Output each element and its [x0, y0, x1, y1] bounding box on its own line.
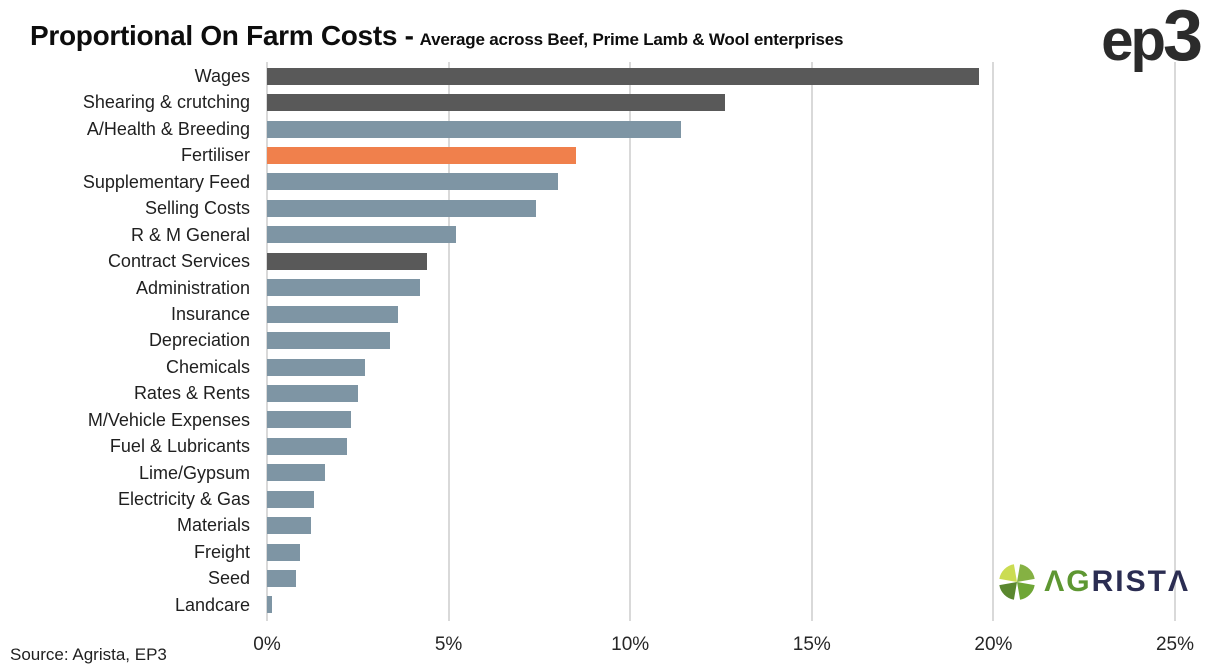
category-label: Insurance [170, 303, 250, 324]
x-tick: 20% [974, 634, 1013, 655]
bar [267, 596, 273, 614]
bar-row [267, 301, 1175, 327]
bar-row [267, 116, 1175, 142]
category-label: Landcare [174, 594, 250, 615]
bar [267, 570, 297, 588]
category-label: Materials [176, 515, 250, 536]
bar-row [267, 89, 1175, 115]
gridline [992, 62, 995, 622]
gridline [629, 62, 632, 622]
category-label: Shearing & crutching [82, 92, 250, 113]
chart-subtitle: Average across Beef, Prime Lamb & Wool e… [419, 30, 844, 49]
category-label: A/Health & Breeding [86, 118, 250, 139]
bar-row [267, 195, 1175, 221]
bar [267, 226, 456, 244]
bar [267, 67, 979, 85]
bar [267, 94, 725, 112]
bar-row [267, 433, 1175, 459]
bar [267, 358, 366, 376]
plot-area [266, 62, 1176, 622]
category-label: Rates & Rents [133, 383, 250, 404]
bar-row [267, 169, 1175, 195]
bar-row [267, 380, 1175, 406]
category-label: Wages [194, 66, 250, 86]
category-label: M/Vehicle Expenses [87, 409, 250, 430]
bar [267, 199, 536, 217]
bar-row [267, 354, 1175, 380]
bar [267, 490, 315, 508]
agrista-pie-icon [999, 564, 1035, 600]
agrista-wordmark: ΛGRISTΛ [1044, 565, 1190, 599]
x-tick: 0% [253, 634, 281, 655]
category-label: R & M General [130, 224, 250, 245]
bar-row [267, 565, 1175, 591]
category-label: Lime/Gypsum [138, 462, 250, 483]
bar-row [267, 592, 1175, 618]
agrista-wordmark-green: ΛG [1044, 565, 1092, 598]
x-axis: 0% 5% 10% 15% 20% 25% [253, 634, 1194, 660]
agrista-wordmark-navy: RISTΛ [1091, 565, 1190, 598]
bar [267, 305, 398, 323]
bar-chart: Wages Shearing & crutching A/Health & Bree… [0, 62, 1216, 622]
x-tick: 25% [1155, 634, 1195, 655]
category-label: Seed [207, 568, 250, 589]
category-label: Supplementary Feed [82, 171, 250, 192]
chart-header: Proportional On Farm Costs - Average acro… [30, 20, 844, 52]
bar [267, 464, 326, 482]
agrista-logo: ΛGRISTΛ [997, 562, 1190, 602]
bar-row [267, 407, 1175, 433]
bar [267, 517, 311, 535]
ep3-logo-digit: 3 [1162, 0, 1203, 76]
bar-row [267, 142, 1175, 168]
category-label: Electricity & Gas [117, 489, 250, 509]
bar-row [267, 460, 1175, 486]
gridline [810, 62, 813, 622]
gridline [1174, 62, 1176, 622]
bar-row [267, 512, 1175, 538]
ep3-logo-text: ep [1101, 8, 1166, 73]
category-label: Administration [135, 277, 250, 298]
gridline [447, 62, 450, 622]
chart-title: Proportional On Farm Costs - [30, 20, 414, 51]
category-label: Selling Costs [144, 198, 250, 219]
bar-row [267, 486, 1175, 512]
ep3-logo: ep3 [1101, 0, 1203, 73]
x-tick: 10% [611, 634, 650, 655]
bar [267, 252, 427, 270]
bar [267, 147, 576, 165]
bar [267, 384, 358, 402]
source-note: Source: Agrista, EP3 [10, 645, 167, 664]
bar [267, 543, 300, 561]
category-label: Depreciation [148, 330, 250, 351]
category-label: Freight [193, 541, 250, 562]
x-tick: 15% [792, 634, 831, 655]
bar [267, 173, 558, 191]
bar-row [267, 63, 1175, 89]
category-label: Fuel & Lubricants [109, 436, 250, 457]
x-tick: 5% [434, 634, 463, 655]
bar [267, 332, 391, 350]
category-labels: Wages Shearing & crutching A/Health & Bree… [0, 63, 267, 618]
bar [267, 411, 351, 429]
bar-row [267, 275, 1175, 301]
category-label: Contract Services [107, 251, 250, 272]
bar [267, 437, 347, 455]
category-label: Fertiliser [180, 145, 250, 166]
category-label: Chemicals [165, 356, 250, 377]
bar-row [267, 222, 1175, 248]
bar [267, 120, 682, 138]
bar [267, 279, 420, 297]
bar-row [267, 248, 1175, 274]
bar-row [267, 327, 1175, 353]
bar-row [267, 539, 1175, 565]
